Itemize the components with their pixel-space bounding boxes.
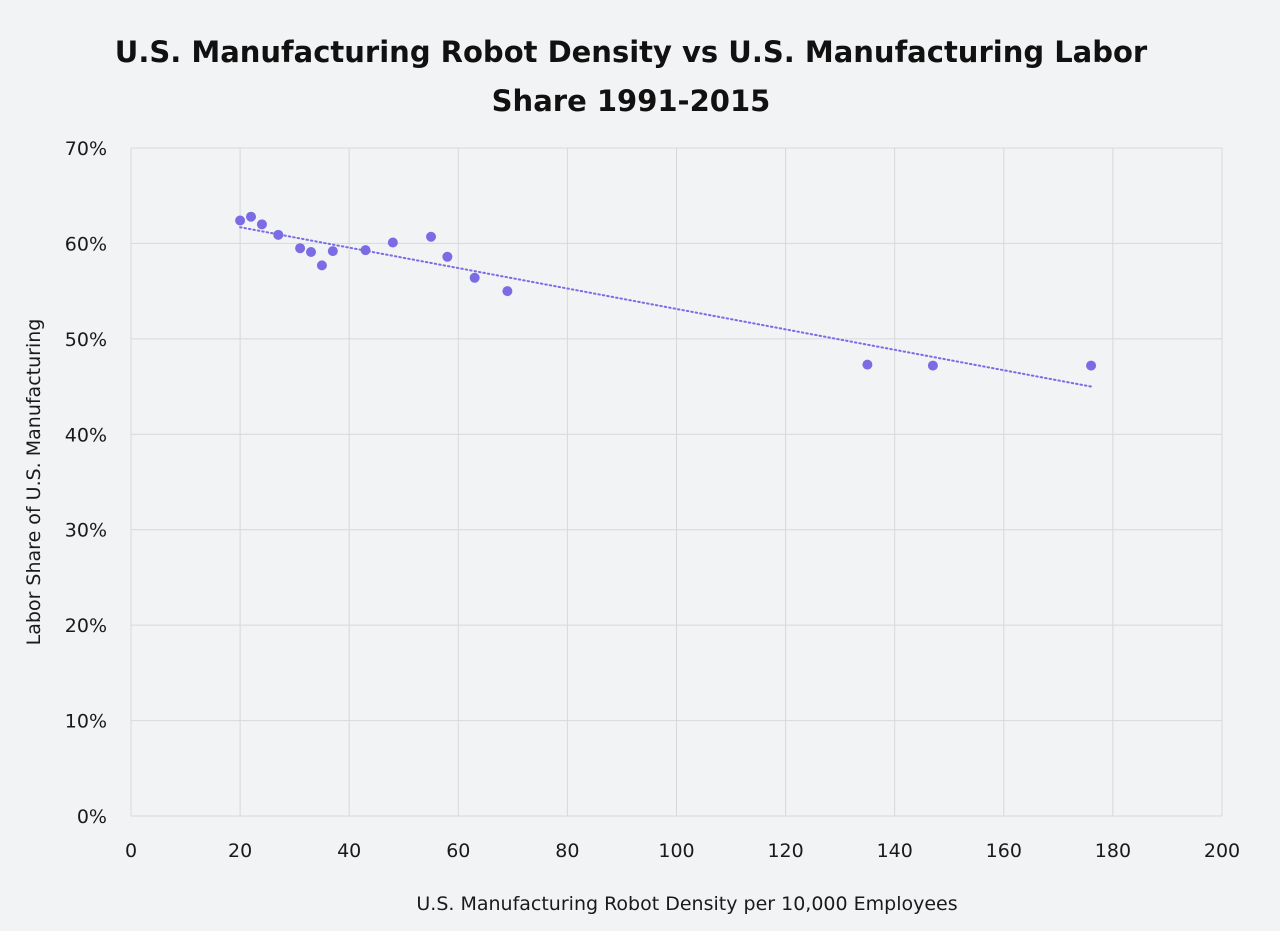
x-tick-label: 100 xyxy=(658,840,694,862)
data-point xyxy=(387,237,398,248)
data-point xyxy=(316,260,327,271)
chart-title-line-1: U.S. Manufacturing Robot Density vs U.S.… xyxy=(115,35,1148,69)
y-tick-label: 50% xyxy=(65,329,107,351)
x-tick-label: 40 xyxy=(337,840,361,862)
y-tick-label: 10% xyxy=(65,711,107,733)
data-point xyxy=(235,215,246,226)
data-point xyxy=(246,211,257,222)
data-points xyxy=(235,211,1097,371)
x-tick-label: 120 xyxy=(767,840,803,862)
y-tick-label: 70% xyxy=(65,138,107,160)
data-point xyxy=(426,231,437,242)
data-point xyxy=(306,247,317,258)
data-point xyxy=(927,360,938,371)
data-point xyxy=(256,219,267,230)
x-tick-label: 140 xyxy=(877,840,913,862)
data-point xyxy=(469,272,480,283)
y-tick-label: 20% xyxy=(65,615,107,637)
data-point xyxy=(360,245,371,256)
chart-title-line-2: Share 1991-2015 xyxy=(492,84,771,118)
x-tick-label: 60 xyxy=(446,840,470,862)
y-tick-label: 60% xyxy=(65,233,107,255)
trendline xyxy=(239,226,1093,388)
grid-lines xyxy=(130,147,1223,817)
x-tick-label: 0 xyxy=(125,840,137,862)
data-point xyxy=(295,243,306,254)
axis-ticks: 0 20 40 60 80 100 120 140 160 180 200 0% 10% 20% 30% 40… xyxy=(65,138,1240,862)
data-point xyxy=(327,246,338,257)
x-tick-label: 20 xyxy=(228,840,252,862)
data-point xyxy=(442,251,453,262)
y-axis-title: Labor Share of U.S. Manufacturing xyxy=(23,319,45,646)
trendline-group xyxy=(239,226,1093,388)
x-tick-label: 200 xyxy=(1204,840,1240,862)
data-point xyxy=(862,359,873,370)
y-tick-label: 40% xyxy=(65,424,107,446)
y-tick-label: 30% xyxy=(65,520,107,542)
data-point xyxy=(273,229,284,240)
data-point xyxy=(1086,360,1097,371)
x-tick-label: 80 xyxy=(555,840,579,862)
y-tick-label: 0% xyxy=(77,806,107,828)
x-tick-label: 160 xyxy=(986,840,1022,862)
x-axis-title: U.S. Manufacturing Robot Density per 10,… xyxy=(416,893,957,915)
x-tick-label: 180 xyxy=(1095,840,1131,862)
data-point xyxy=(502,286,513,297)
